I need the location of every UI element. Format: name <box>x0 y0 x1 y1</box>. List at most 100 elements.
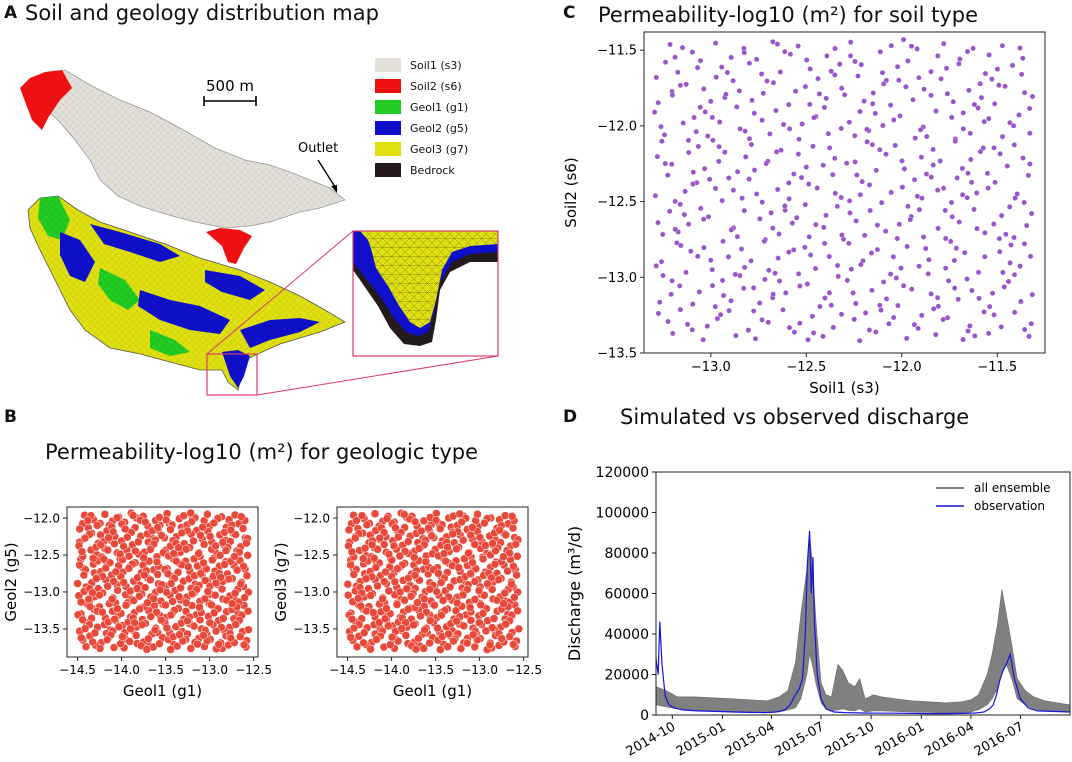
scatter-point <box>903 335 910 342</box>
scatter-point <box>972 333 978 339</box>
y-tick-label: −12.5 <box>23 548 60 562</box>
scatter-point <box>497 634 506 643</box>
scatter-point <box>961 249 968 256</box>
scatter-point <box>830 171 836 178</box>
scatter-point <box>195 615 205 625</box>
scatter-point <box>1008 242 1014 248</box>
scatter-point <box>770 225 776 231</box>
scatter-point <box>843 160 850 166</box>
scatter-point <box>205 618 215 628</box>
scatter-point <box>975 105 981 111</box>
legend-label-ensemble: all ensemble <box>974 481 1050 495</box>
scatter-point <box>850 290 856 296</box>
scatter-point <box>425 616 435 625</box>
scatter-point <box>153 523 162 532</box>
scatter-point <box>976 295 982 302</box>
scatter-point <box>712 185 719 192</box>
scatter-point <box>922 245 929 252</box>
x-tick-label: −14.5 <box>329 663 366 677</box>
scatter-point <box>119 541 128 551</box>
y-tick-label: 40000 <box>604 627 649 643</box>
plot-frame <box>643 31 1046 354</box>
scatter-point <box>948 199 955 206</box>
scatter-point <box>119 578 128 587</box>
scatter-point <box>1021 89 1028 96</box>
x-tick-label: 2015-04 <box>723 719 778 759</box>
legend-swatch <box>375 142 401 156</box>
scatter-point <box>892 142 898 149</box>
scatter-point <box>155 585 165 595</box>
scatter-point <box>121 600 131 610</box>
scatter-point <box>917 127 924 133</box>
scatter-point <box>888 42 895 49</box>
scatter-point <box>940 316 946 323</box>
scatter-point <box>1011 271 1018 278</box>
scatter-point <box>224 574 234 584</box>
scatter-point <box>938 76 944 82</box>
scatter-point <box>684 321 691 328</box>
scatter-point <box>1025 172 1032 179</box>
scatter-point <box>916 74 922 81</box>
scatter-point <box>456 644 466 653</box>
scatter-point <box>852 132 858 139</box>
scatter-point <box>658 258 665 265</box>
scatter-point <box>401 631 411 640</box>
scatter-point <box>877 146 883 153</box>
scatter-point <box>982 230 988 236</box>
scatter-point <box>1021 199 1027 206</box>
scatter-point <box>737 272 743 279</box>
scatter-point <box>866 182 873 188</box>
x-axis-label: Geol1 (g1) <box>123 682 202 700</box>
scatter-point <box>816 91 823 97</box>
scatter-point <box>898 265 904 271</box>
scatter-point <box>195 603 204 612</box>
scatter-point <box>1000 269 1006 276</box>
scatter-point <box>209 608 219 618</box>
scatter-point <box>439 549 449 558</box>
scatter-point <box>488 539 497 548</box>
scatter-point <box>134 537 143 547</box>
scatter-point <box>410 570 420 580</box>
scatter-point <box>750 285 757 291</box>
scatter-point <box>746 135 753 142</box>
scatter-point <box>803 164 810 170</box>
scatter-point <box>719 197 725 204</box>
scatter-point <box>454 563 464 572</box>
scatter-point <box>749 97 755 104</box>
scatter-point <box>116 639 125 648</box>
scatter-point <box>382 514 392 523</box>
scatter-point <box>890 254 897 260</box>
scatter-point <box>960 110 966 116</box>
scatter-point <box>877 302 883 308</box>
scatter-point <box>483 579 492 588</box>
scatter-point <box>351 533 360 543</box>
scatter-point <box>690 181 696 187</box>
scatter-point <box>951 257 958 264</box>
scatter-point <box>174 543 183 552</box>
scatter-point <box>719 277 726 284</box>
scatter-point <box>424 523 433 533</box>
scatter-point <box>667 41 673 48</box>
scatter-point <box>786 324 793 331</box>
scatter-point <box>112 513 122 523</box>
scatter-point <box>960 336 966 343</box>
scatter-point <box>887 102 894 108</box>
y-tick-label: −13.5 <box>597 347 637 362</box>
scatter-point <box>153 570 162 579</box>
scatter-point <box>874 222 881 228</box>
scatter-point <box>880 122 886 129</box>
scatter-point <box>505 632 515 641</box>
scatter-point <box>832 45 838 52</box>
scatter-point <box>712 303 719 310</box>
scatter-point <box>238 524 248 533</box>
panel-a-letter: A <box>4 3 18 23</box>
outlet-arrowhead <box>331 185 337 193</box>
soil-surface <box>20 69 346 264</box>
scatter-point <box>956 219 962 225</box>
scatter-point <box>901 166 908 172</box>
scatter-point <box>894 235 901 242</box>
scatter-point <box>404 604 413 614</box>
scatter-point <box>77 633 86 643</box>
scatter-point <box>928 291 934 297</box>
scatter-point <box>427 531 436 541</box>
